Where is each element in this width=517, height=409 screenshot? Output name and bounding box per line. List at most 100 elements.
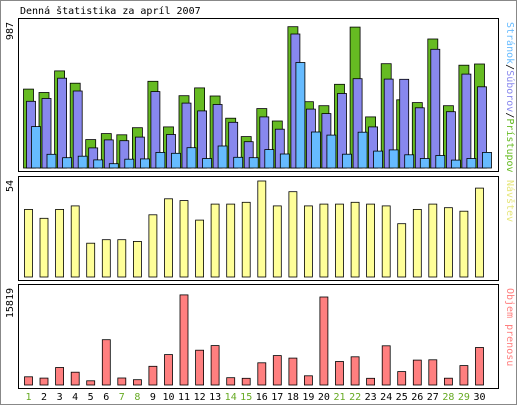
bar-stránok-day-26: [419, 158, 430, 169]
day-label-14: 14: [225, 392, 237, 403]
day-label-4: 4: [72, 392, 78, 403]
day-label-17: 17: [271, 392, 283, 403]
bar-súborov-day-16: [259, 116, 270, 169]
chart-title: Denná štatistika za apríl 2007: [20, 5, 201, 17]
legend-entry-hits-1: /: [504, 64, 515, 70]
bar-visits-day-22: [350, 201, 360, 278]
bar-stránok-day-7: [124, 158, 135, 169]
bar-visits-day-3: [55, 208, 64, 278]
bar-visits-day-17: [272, 205, 282, 278]
bar-volume-day-23: [366, 377, 376, 386]
bar-visits-day-5: [86, 242, 96, 278]
bar-stránok-day-13: [217, 145, 228, 169]
bar-stránok-day-27: [435, 155, 446, 169]
bar-stránok-day-23: [373, 150, 384, 169]
panel-volume: 15819 Objem prenosu: [5, 284, 515, 389]
bar-stránok-day-24: [388, 149, 399, 169]
bar-volume-day-12: [195, 349, 205, 386]
bar-súborov-day-17: [274, 128, 285, 169]
bar-súborov-day-29: [461, 73, 472, 169]
legend-entry-visits-0: Návštev: [504, 180, 516, 222]
day-label-5: 5: [88, 392, 94, 403]
day-label-26: 26: [411, 392, 423, 403]
bar-stránok-day-5: [93, 159, 104, 169]
bar-volume-day-15: [241, 377, 251, 386]
day-label-28: 28: [442, 392, 454, 403]
bar-stránok-day-29: [466, 158, 477, 169]
legend-entry-hits-3: /: [504, 112, 515, 118]
bar-súborov-day-6: [103, 139, 114, 169]
bar-volume-day-20: [319, 296, 329, 386]
bar-súborov-day-27: [430, 48, 441, 169]
bar-stránok-day-22: [357, 131, 368, 169]
bar-súborov-day-22: [352, 78, 363, 169]
bar-volume-day-7: [117, 377, 127, 386]
bar-visits-day-14: [226, 203, 236, 278]
bar-súborov-day-12: [197, 110, 208, 169]
bar-visits-day-13: [210, 203, 220, 278]
day-label-22: 22: [349, 392, 361, 403]
bar-visits-day-24: [381, 205, 391, 278]
bar-súborov-day-13: [212, 104, 223, 169]
day-label-20: 20: [318, 392, 330, 403]
bar-visits-day-7: [117, 239, 127, 278]
bar-súborov-day-14: [228, 121, 239, 169]
bar-volume-day-30: [475, 347, 484, 386]
bar-stránok-day-6: [108, 163, 119, 169]
bar-visits-day-12: [195, 219, 205, 278]
bar-súborov-day-2: [41, 98, 52, 169]
bar-visits-day-26: [412, 208, 422, 278]
bar-volume-day-18: [288, 357, 298, 386]
bar-visits-day-2: [39, 217, 49, 278]
bar-stránok-day-9: [155, 151, 166, 169]
day-label-29: 29: [458, 392, 470, 403]
day-label-21: 21: [333, 392, 345, 403]
panel-visits-max-label: 54: [5, 180, 16, 192]
bar-súborov-day-9: [150, 91, 161, 169]
bar-stránok-day-4: [77, 155, 88, 169]
bar-stránok-day-14: [233, 156, 244, 169]
bar-súborov-day-30: [477, 86, 487, 169]
bar-volume-day-28: [443, 377, 453, 386]
panels-layer: 987 Stránok/Súborov/Prístupov 54 Návštev 158…: [5, 18, 516, 389]
bar-visits-day-1: [24, 208, 33, 278]
bar-volume-day-9: [148, 365, 158, 386]
bar-visits-day-30: [475, 187, 484, 278]
panel-hits: 987 Stránok/Súborov/Prístupov: [5, 18, 516, 173]
bar-visits-day-20: [319, 203, 329, 278]
bar-súborov-day-26: [414, 107, 425, 169]
bar-visits-day-6: [101, 239, 111, 278]
day-label-19: 19: [302, 392, 314, 403]
bar-volume-day-8: [132, 379, 142, 386]
bar-volume-day-13: [210, 345, 220, 386]
day-label-7: 7: [119, 392, 125, 403]
bar-stránok-day-25: [404, 154, 415, 169]
bar-volume-day-22: [350, 356, 360, 386]
bar-stránok-day-17: [279, 153, 290, 169]
bar-volume-day-10: [164, 354, 173, 386]
bar-stránok-day-28: [450, 159, 461, 169]
bar-volume-day-14: [226, 377, 236, 386]
bar-súborov-day-3: [57, 77, 67, 169]
bar-visits-day-25: [397, 223, 407, 278]
day-label-16: 16: [256, 392, 268, 403]
bar-volume-day-4: [70, 371, 80, 386]
day-label-10: 10: [162, 392, 174, 403]
bar-volume-day-19: [303, 375, 313, 386]
day-label-9: 9: [150, 392, 156, 403]
legend-entry-volume-0: Objem prenosu: [504, 288, 515, 366]
bar-visits-day-21: [335, 203, 344, 278]
legend-entry-hits-4: Prístupov: [504, 118, 516, 172]
bar-stránok-day-11: [186, 147, 197, 169]
bar-súborov-day-25: [399, 78, 410, 169]
bar-volume-day-11: [179, 294, 189, 386]
bar-volume-day-26: [412, 359, 422, 386]
bar-stránok-day-16: [264, 149, 275, 169]
bar-stránok-day-15: [248, 157, 259, 169]
bar-volume-day-16: [257, 362, 267, 386]
day-label-11: 11: [178, 392, 190, 403]
bar-volume-day-6: [101, 339, 111, 386]
bar-stránok-day-30: [482, 151, 492, 169]
